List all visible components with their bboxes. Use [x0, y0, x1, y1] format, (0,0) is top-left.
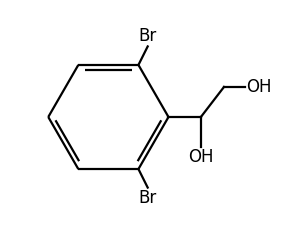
Text: Br: Br: [139, 27, 157, 45]
Text: Br: Br: [139, 189, 157, 207]
Text: OH: OH: [188, 148, 214, 166]
Text: OH: OH: [246, 78, 272, 96]
